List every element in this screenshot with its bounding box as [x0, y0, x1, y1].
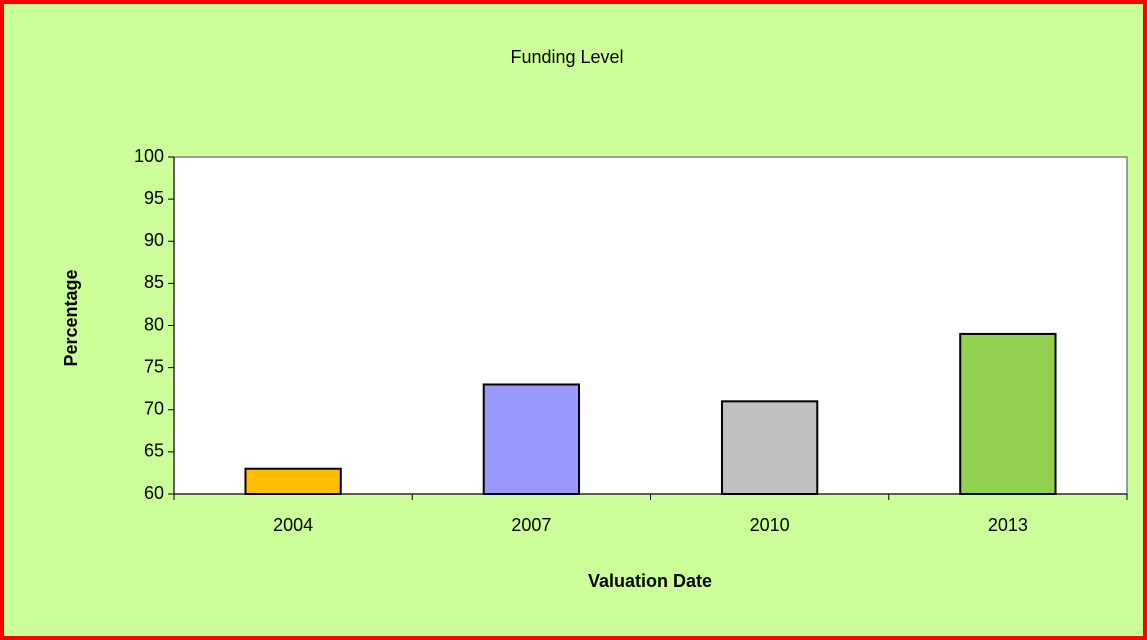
y-tick-label: 90	[144, 230, 164, 250]
y-tick-label: 75	[144, 356, 164, 376]
y-tick-label: 65	[144, 441, 164, 461]
y-tick-label: 80	[144, 314, 164, 334]
x-axis-label: Valuation Date	[588, 571, 712, 591]
x-tick-label: 2010	[750, 515, 790, 535]
y-tick-label: 100	[134, 146, 164, 166]
bar	[720, 400, 819, 496]
bar	[482, 383, 581, 496]
x-tick-label: 2004	[273, 515, 313, 535]
y-tick-label: 70	[144, 399, 164, 419]
y-tick-label: 60	[144, 483, 164, 503]
chart-title: Funding Level	[510, 47, 623, 67]
x-tick-label: 2007	[511, 515, 551, 535]
y-tick-label: 95	[144, 188, 164, 208]
bar	[959, 332, 1057, 495]
y-axis-label: Percentage	[61, 269, 81, 366]
x-tick-label: 2013	[988, 515, 1028, 535]
bar	[244, 467, 342, 496]
y-tick-label: 85	[144, 272, 164, 292]
